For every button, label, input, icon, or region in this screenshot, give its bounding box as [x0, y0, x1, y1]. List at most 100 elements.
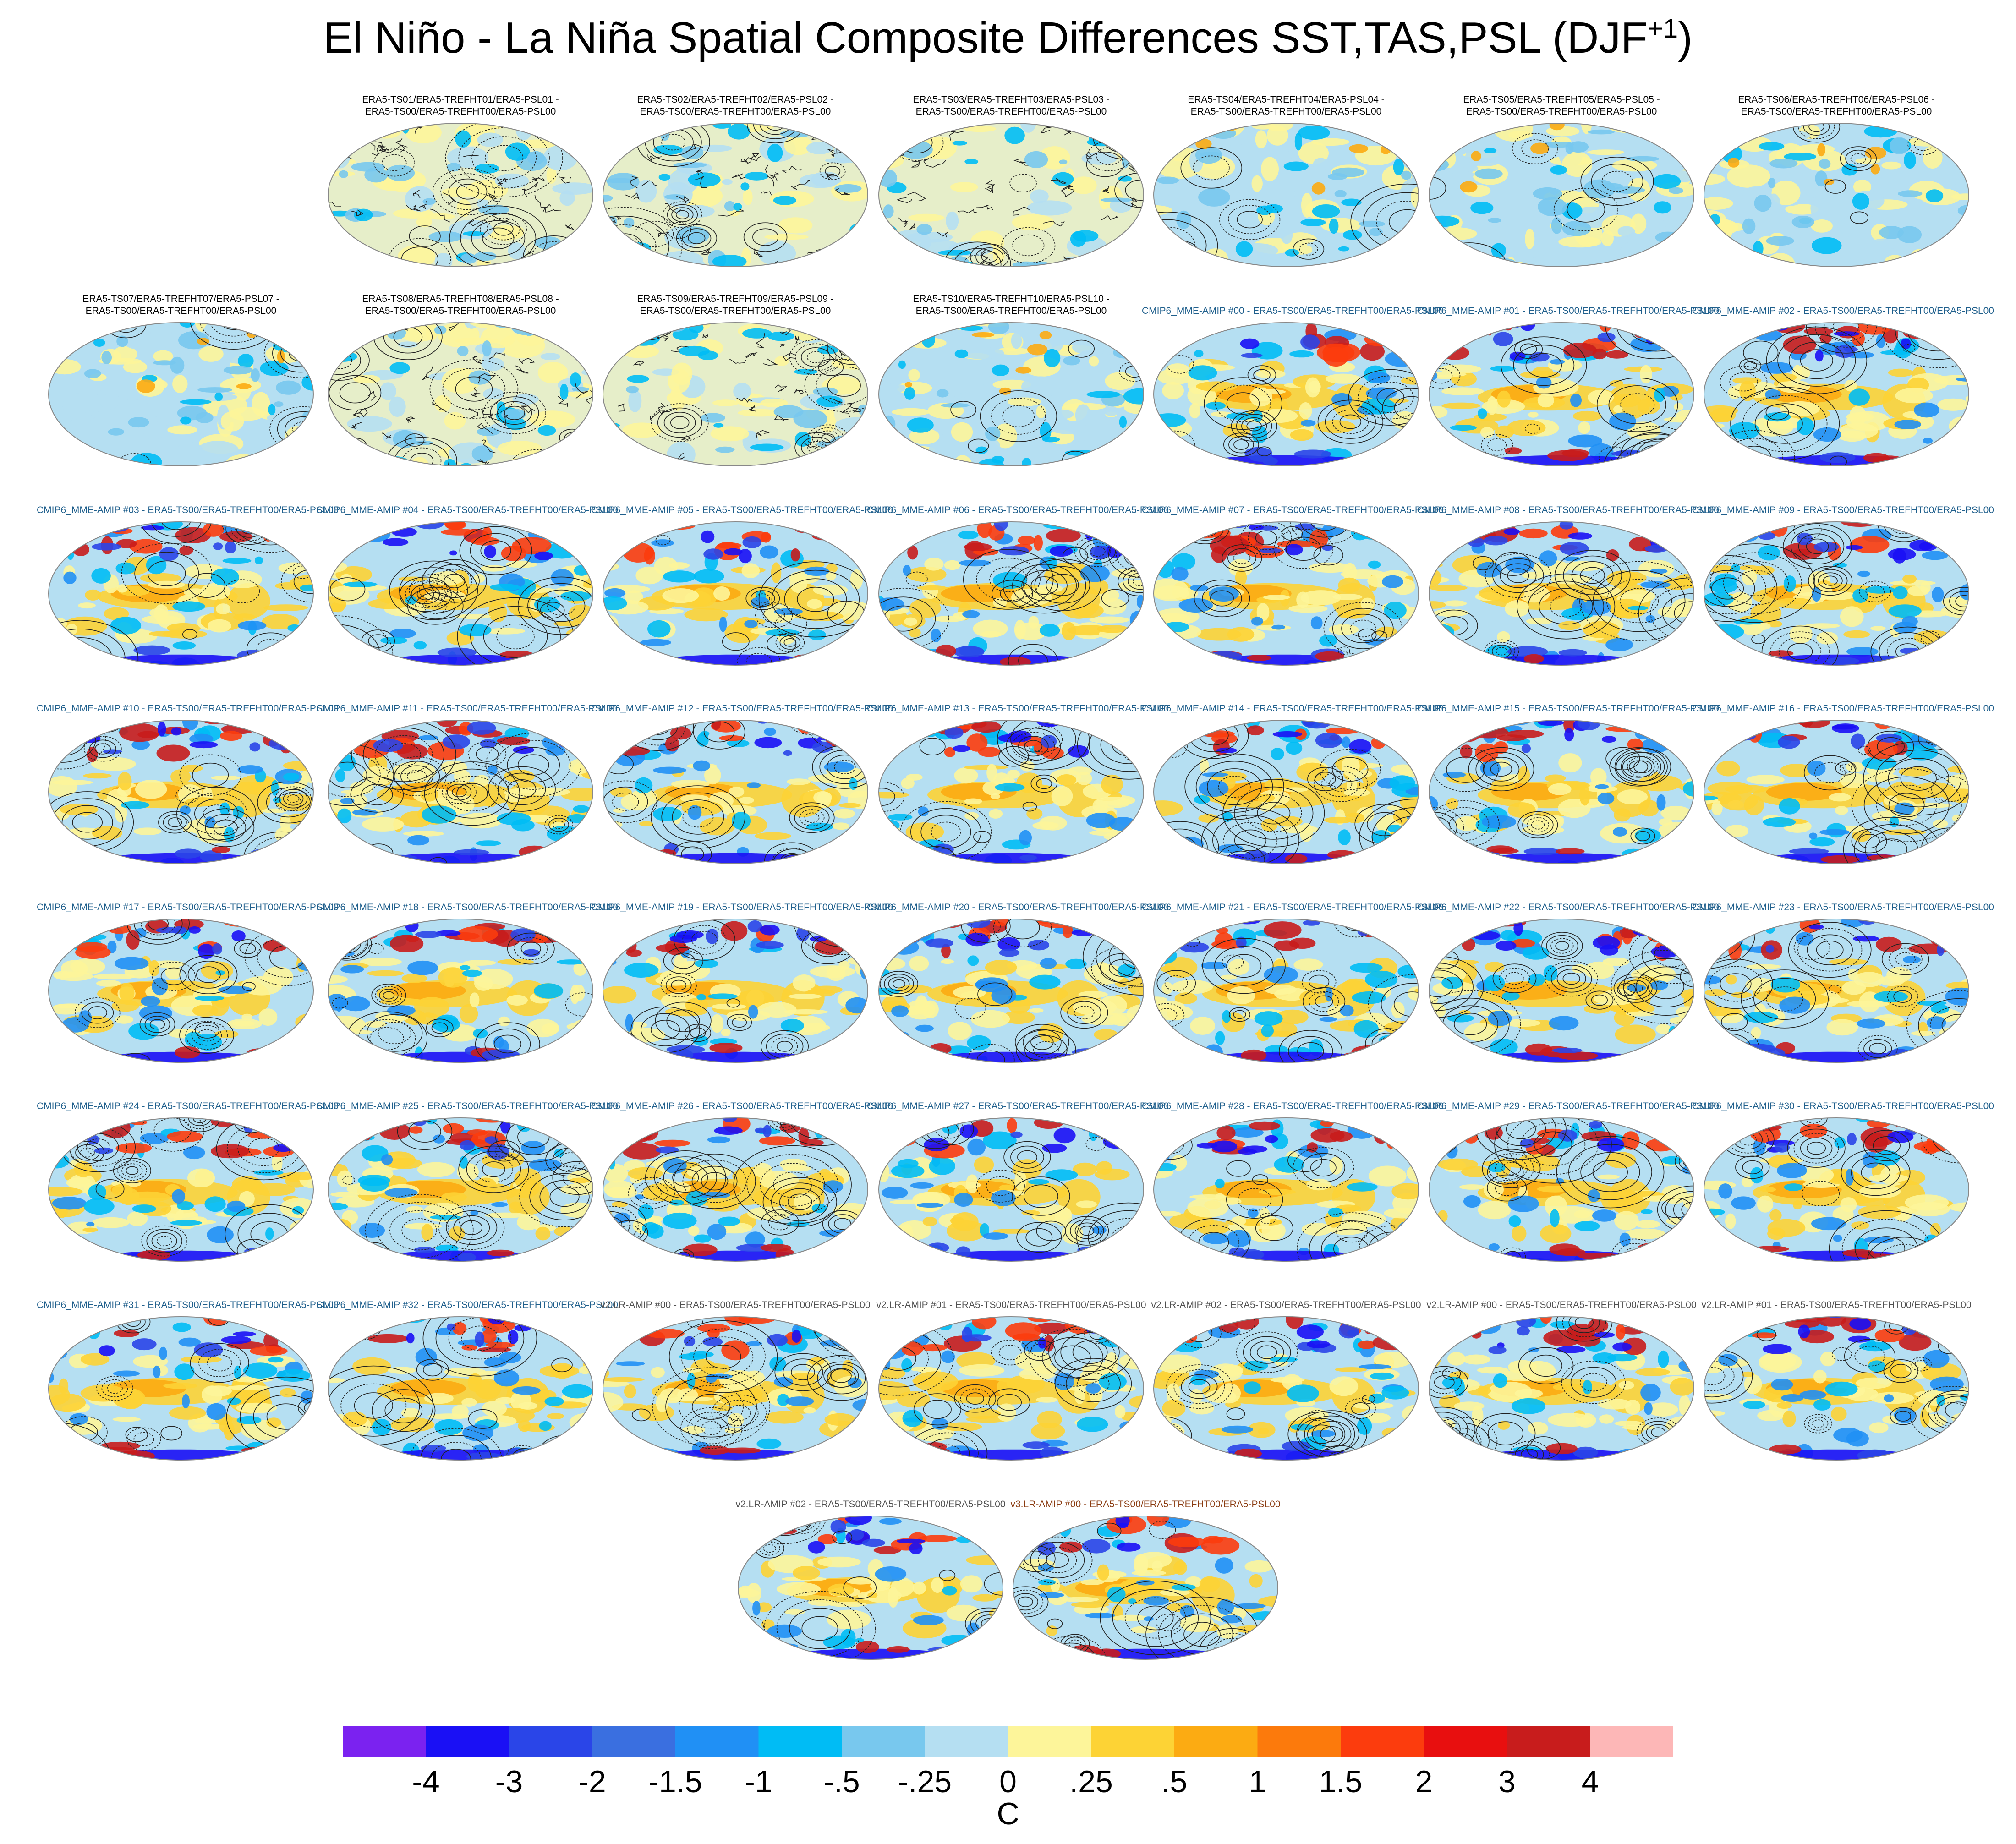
anomaly-patch [739, 797, 754, 804]
psl-contour [1840, 146, 1877, 171]
anomaly-patch [1923, 123, 1945, 128]
psl-contour [559, 176, 571, 184]
anomaly-patch [1412, 229, 1419, 237]
anomaly-patch [1677, 657, 1694, 665]
psl-contour [190, 323, 278, 350]
anomaly-patch [1241, 1049, 1267, 1062]
anomaly-patch [223, 366, 253, 375]
map-outline [602, 919, 869, 1063]
panel-title-line1: CMIP6_MME-AMIP #23 - ERA5-TS00/ERA5-TREF… [1692, 902, 1994, 913]
anomaly-patch [582, 241, 593, 254]
psl-contour [147, 560, 186, 586]
anomaly-patch [243, 1118, 254, 1133]
anomaly-patch [62, 393, 88, 418]
anomaly-patch [603, 596, 627, 610]
anomaly-patch [1743, 720, 1763, 724]
psl-contour [1492, 963, 1537, 993]
psl-contour [221, 522, 313, 553]
psl-contour [1005, 919, 1040, 940]
psl-contour [205, 814, 247, 842]
panel-title-line1: ERA5-TS02/ERA5-TREFHT02/ERA5-PSL02 - [637, 94, 834, 105]
anomaly-patch [1770, 977, 1801, 993]
anomaly-patch [1463, 165, 1479, 172]
anomaly-patch [53, 971, 74, 979]
anomaly-patch [393, 430, 417, 449]
anomaly-patch [1669, 187, 1683, 194]
panel-title: CMIP6_MME-AMIP #17 - ERA5-TS00/ERA5-TREF… [37, 902, 339, 914]
psl-contour [328, 641, 355, 665]
anomaly-patch [253, 649, 290, 659]
psl-contour [671, 979, 687, 990]
psl-contour [983, 262, 995, 267]
anomaly-patch [917, 585, 948, 591]
anomaly-patch [764, 728, 777, 736]
anomaly-patch [1561, 202, 1583, 219]
psl-contour [592, 335, 593, 342]
anomaly-patch [670, 727, 691, 740]
anomaly-patch [180, 399, 212, 405]
psl-contour [483, 614, 548, 658]
anomaly-patch [827, 737, 857, 743]
anomaly-patch [678, 345, 710, 356]
psl-contour [134, 552, 199, 595]
psl-contour [970, 243, 1009, 267]
anomaly-patch [1174, 932, 1196, 939]
psl-contour [1473, 556, 1494, 570]
psl-contour [537, 589, 586, 622]
psl-contour [49, 1048, 60, 1062]
anomaly-patch [1342, 736, 1351, 748]
anomaly-patch [328, 522, 350, 536]
anomaly-patch [347, 416, 392, 432]
anomaly-patch [1408, 455, 1419, 466]
anomaly-patch [1055, 1207, 1072, 1226]
psl-contour [1761, 625, 1839, 665]
anomaly-patch [1266, 125, 1288, 146]
anomaly-patch [1331, 393, 1352, 406]
psl-contour [627, 241, 635, 249]
anomaly-patch [1606, 570, 1640, 588]
psl-contour [1070, 123, 1086, 128]
psl-contour [732, 173, 746, 180]
anomaly-patch [1338, 246, 1350, 252]
psl-contour [488, 766, 556, 812]
psl-contour [769, 172, 779, 181]
anomaly-patch [96, 979, 121, 987]
psl-contour [1616, 751, 1661, 782]
anomaly-patch [1272, 731, 1302, 738]
anomaly-patch [1101, 1043, 1138, 1051]
anomaly-patch [1368, 560, 1381, 569]
anomaly-patch [881, 853, 891, 863]
anomaly-patch [1252, 426, 1268, 443]
psl-contour [1067, 1001, 1101, 1024]
anomaly-patch [747, 1206, 791, 1220]
anomaly-patch [104, 607, 129, 620]
anomaly-patch [537, 361, 568, 384]
psl-contour [1521, 139, 1549, 158]
psl-contour [681, 435, 692, 441]
psl-contour [1012, 1176, 1070, 1216]
psl-contour [191, 1025, 222, 1046]
psl-contour [1329, 776, 1353, 792]
robinson-map [1153, 322, 1419, 466]
anomaly-patch [573, 805, 590, 813]
anomaly-patch [1904, 152, 1916, 169]
panel-title: ERA5-TS08/ERA5-TREFHT08/ERA5-PSL08 - ERA5… [316, 293, 605, 317]
anomaly-patch [1021, 376, 1060, 398]
anomaly-patch [189, 741, 218, 749]
anomaly-patch [747, 782, 761, 788]
psl-contour [1193, 155, 1230, 181]
psl-contour [459, 526, 532, 575]
psl-contour [1806, 538, 1829, 554]
anomaly-patch [619, 1125, 652, 1144]
anomaly-patch [1533, 187, 1562, 200]
anomaly-patch [666, 1045, 705, 1054]
anomaly-patch [1742, 218, 1756, 234]
psl-contour [430, 208, 450, 223]
anomaly-patch [937, 125, 948, 133]
anomaly-patch [966, 733, 988, 752]
anomaly-patch [641, 1250, 830, 1261]
robinson-map [327, 322, 594, 466]
anomaly-patch [553, 921, 564, 928]
psl-contour [94, 743, 111, 755]
anomaly-patch [618, 919, 646, 925]
